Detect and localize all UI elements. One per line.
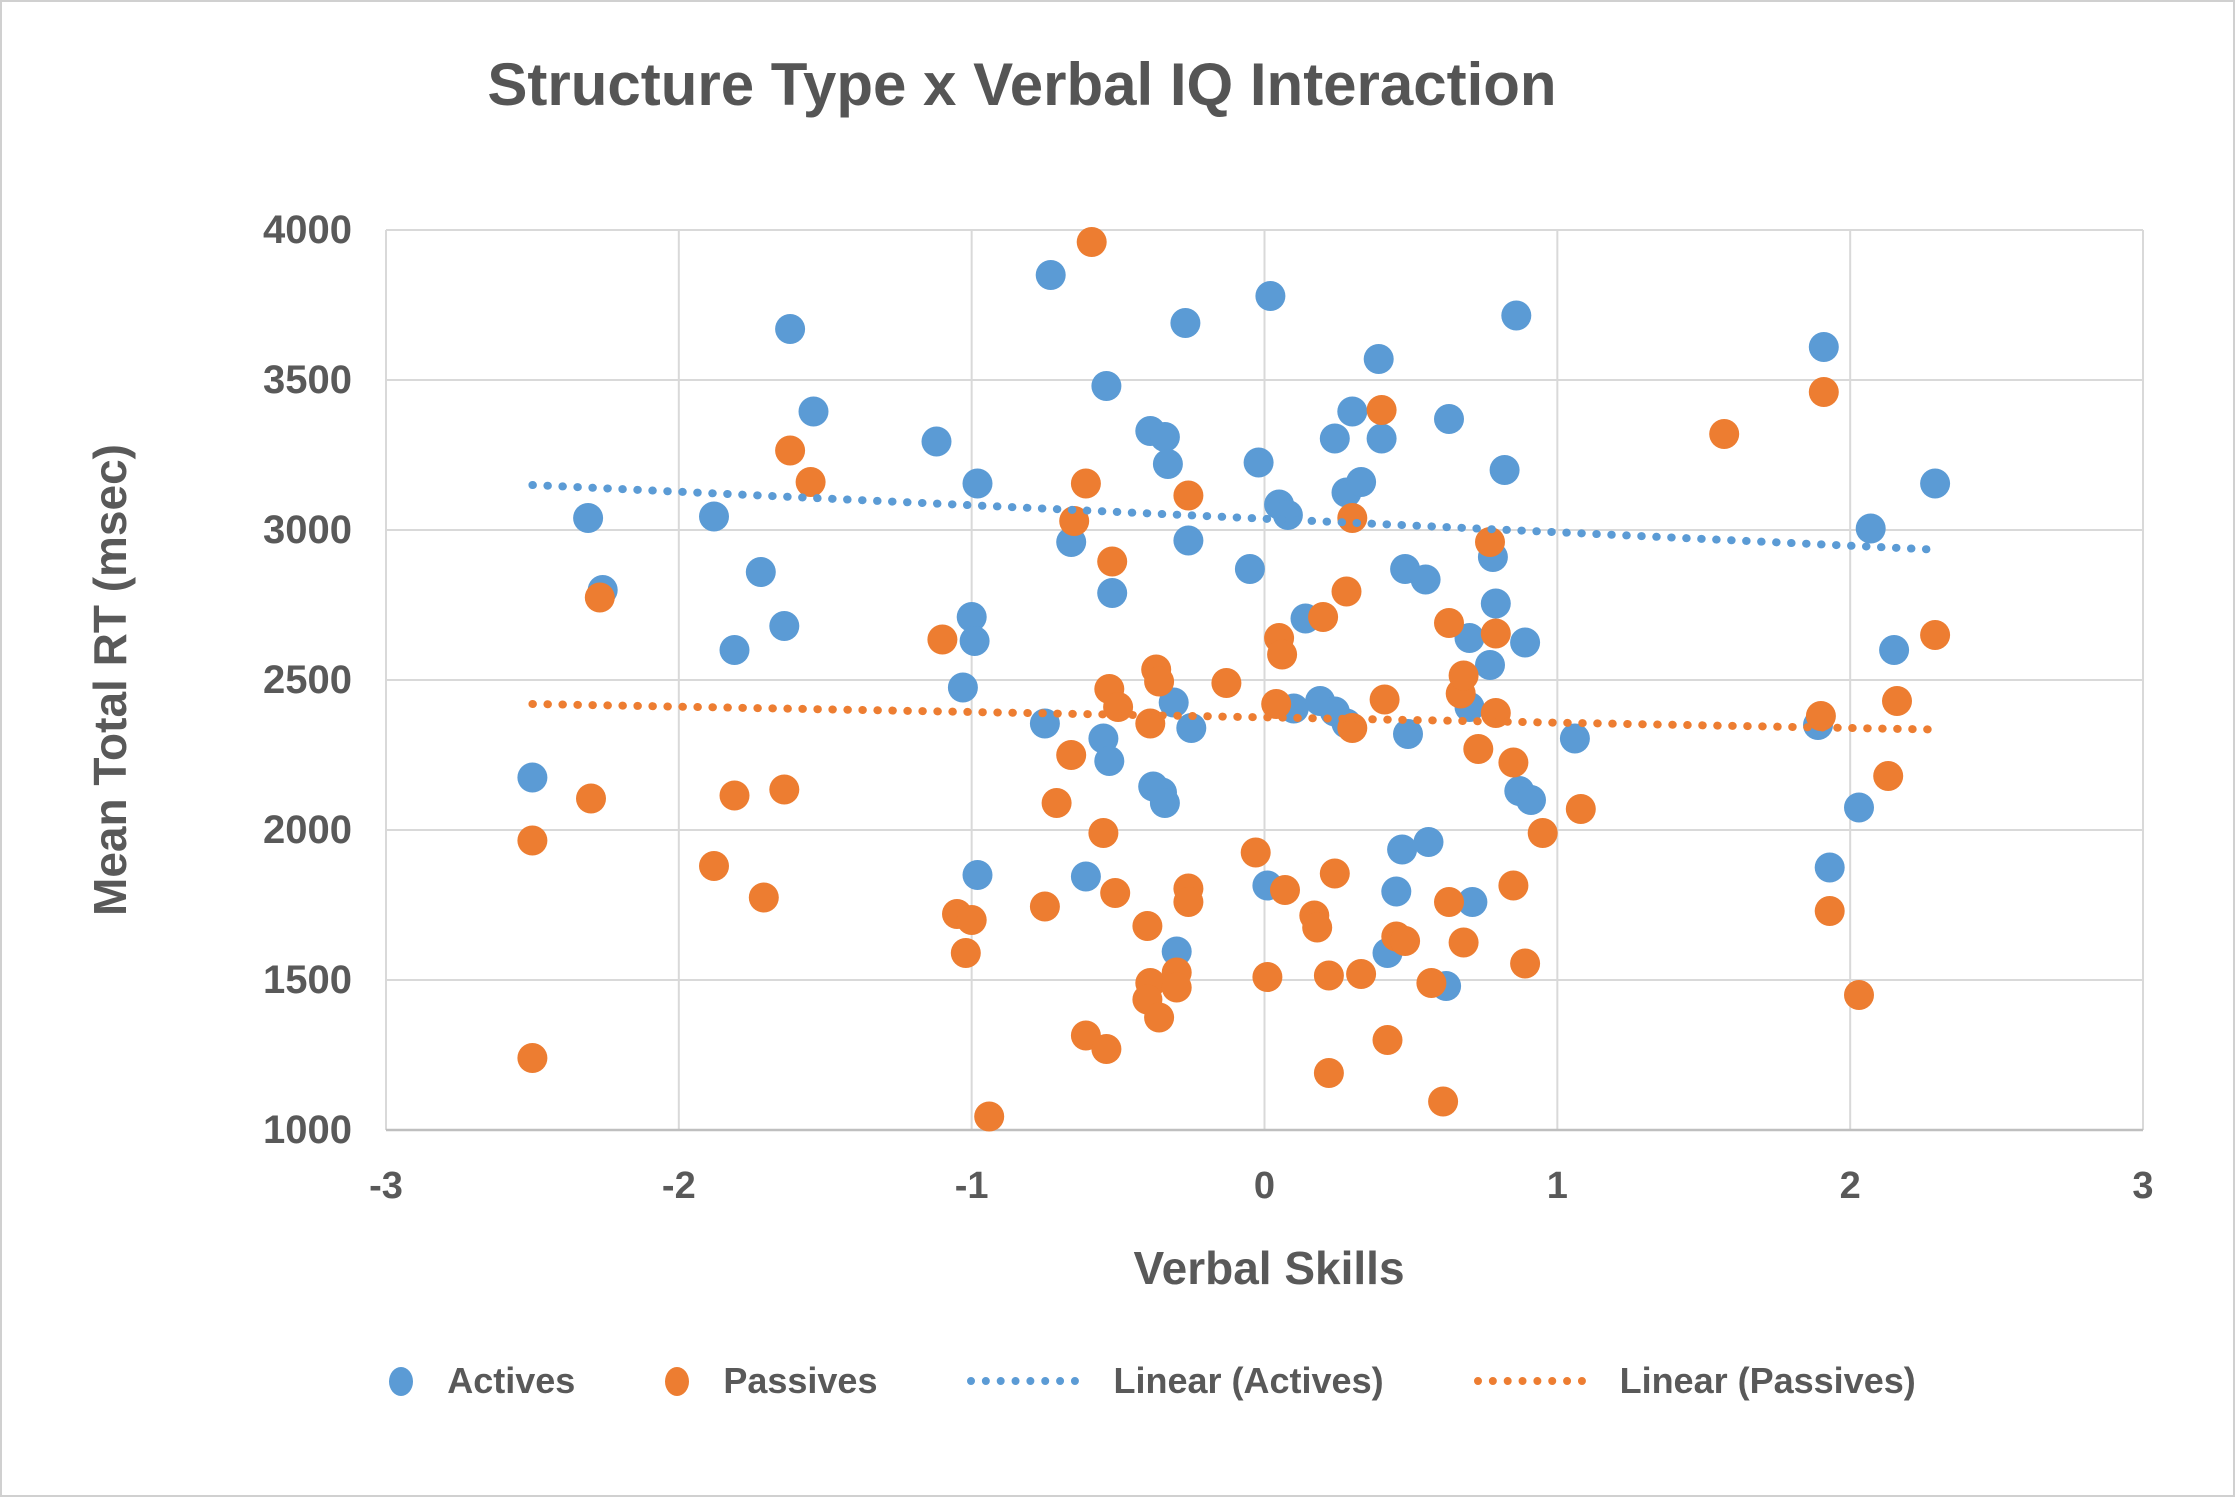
trendline-linear--actives- bbox=[528, 481, 1937, 554]
x-tick-label: -3 bbox=[369, 1165, 403, 1207]
series-passives bbox=[517, 227, 1951, 1132]
y-tick-label: 1000 bbox=[263, 1108, 352, 1152]
y-tick-label: 2500 bbox=[263, 658, 352, 702]
linear-actives-line-icon bbox=[967, 1377, 1080, 1385]
linear-passives-line-icon bbox=[1473, 1377, 1586, 1385]
legend-label: Linear (Actives) bbox=[1113, 1360, 1384, 1401]
x-tick-label: 2 bbox=[1839, 1165, 1861, 1207]
legend: Actives Passives Linear (Actives) Linear… bbox=[35, 1360, 2233, 1402]
x-tick-label: 1 bbox=[1546, 1165, 1568, 1207]
x-tick-label: -1 bbox=[954, 1165, 989, 1207]
legend-entry: Linear (Passives) bbox=[1473, 1360, 1916, 1402]
x-tick-label: 0 bbox=[1253, 1165, 1276, 1207]
x-tick-label: -2 bbox=[661, 1165, 696, 1207]
y-tick-label: 2000 bbox=[263, 808, 352, 852]
legend-entry: Passives bbox=[665, 1360, 877, 1402]
y-tick-label: 3000 bbox=[263, 508, 352, 552]
trendline-linear--passives- bbox=[528, 700, 1937, 734]
y-tick-label: 1500 bbox=[263, 958, 352, 1002]
legend-label: Linear (Passives) bbox=[1619, 1360, 1916, 1401]
passives-dot-icon bbox=[665, 1366, 690, 1396]
y-tick-label: 4000 bbox=[263, 208, 352, 252]
chart-title: Structure Type x Verbal IQ Interaction bbox=[487, 51, 1557, 118]
x-axis-title: Verbal Skills bbox=[1133, 1242, 1405, 1294]
y-axis-title: Mean Total RT (msec) bbox=[84, 444, 136, 916]
series-actives bbox=[517, 260, 1951, 1001]
legend-entry: Actives bbox=[389, 1360, 575, 1402]
actives-dot-icon bbox=[389, 1366, 414, 1396]
legend-entry: Linear (Actives) bbox=[967, 1360, 1384, 1402]
legend-label: Passives bbox=[723, 1360, 878, 1401]
x-tick-label: 3 bbox=[2132, 1165, 2154, 1207]
y-tick-label: 3500 bbox=[263, 358, 352, 402]
legend-label: Actives bbox=[447, 1360, 576, 1401]
